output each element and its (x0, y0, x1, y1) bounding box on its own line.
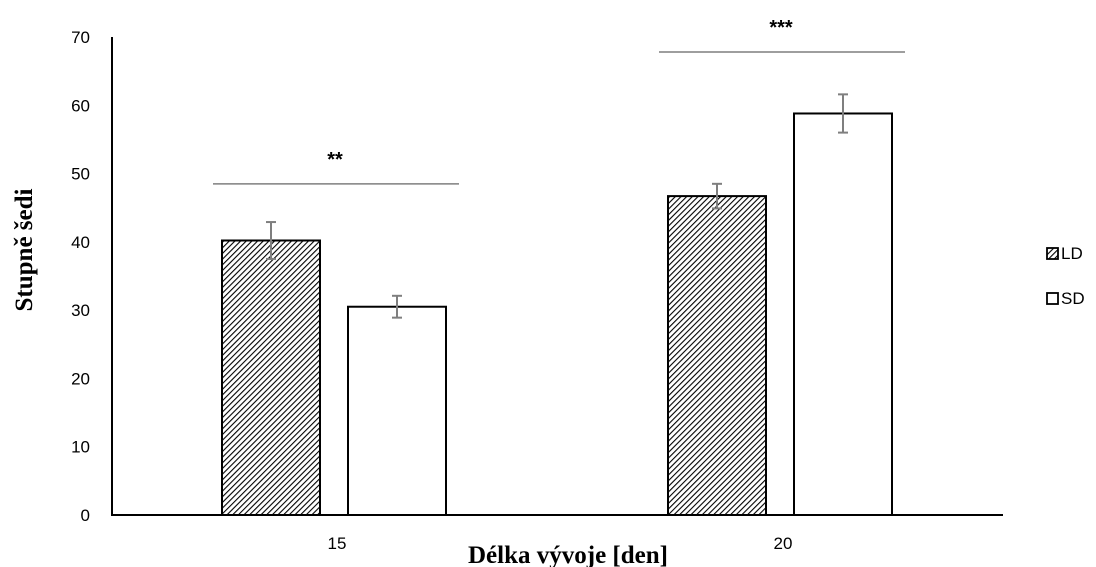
y-tick-label: 10 (71, 438, 90, 457)
y-tick-label: 60 (71, 96, 90, 115)
bar-ld-20 (667, 195, 767, 516)
y-tick-label: 40 (71, 233, 90, 252)
legend-label-ld: LD (1061, 244, 1083, 263)
y-tick-label: 20 (71, 369, 90, 388)
y-axis-ticks: 0 10 20 30 40 50 60 70 (71, 28, 90, 525)
y-tick-label: 50 (71, 165, 90, 184)
significance-annotations: ***** (213, 17, 905, 185)
bar-sd-15 (347, 305, 447, 516)
legend-label-sd: SD (1061, 289, 1085, 308)
y-tick-label: 70 (71, 28, 90, 47)
bars (221, 112, 893, 516)
bar-ld-15 (221, 239, 321, 516)
x-axis-title: Délka vývoje [den] (468, 542, 668, 567)
y-tick-label: 30 (71, 301, 90, 320)
legend-swatch-ld (1046, 247, 1059, 260)
x-tick-label-20: 20 (774, 534, 793, 553)
legend-swatch-sd (1046, 292, 1059, 305)
legend: LD SD (1046, 244, 1085, 308)
x-tick-label-15: 15 (328, 534, 347, 553)
significance-label-20: *** (769, 17, 793, 39)
y-axis-title: Stupně šedi (11, 188, 38, 311)
x-axis-ticks: 15 20 (328, 534, 793, 553)
significance-label-15: ** (327, 149, 343, 171)
y-tick-label: 0 (81, 506, 90, 525)
bar-sd-20 (793, 112, 893, 516)
error-bars (266, 93, 848, 319)
